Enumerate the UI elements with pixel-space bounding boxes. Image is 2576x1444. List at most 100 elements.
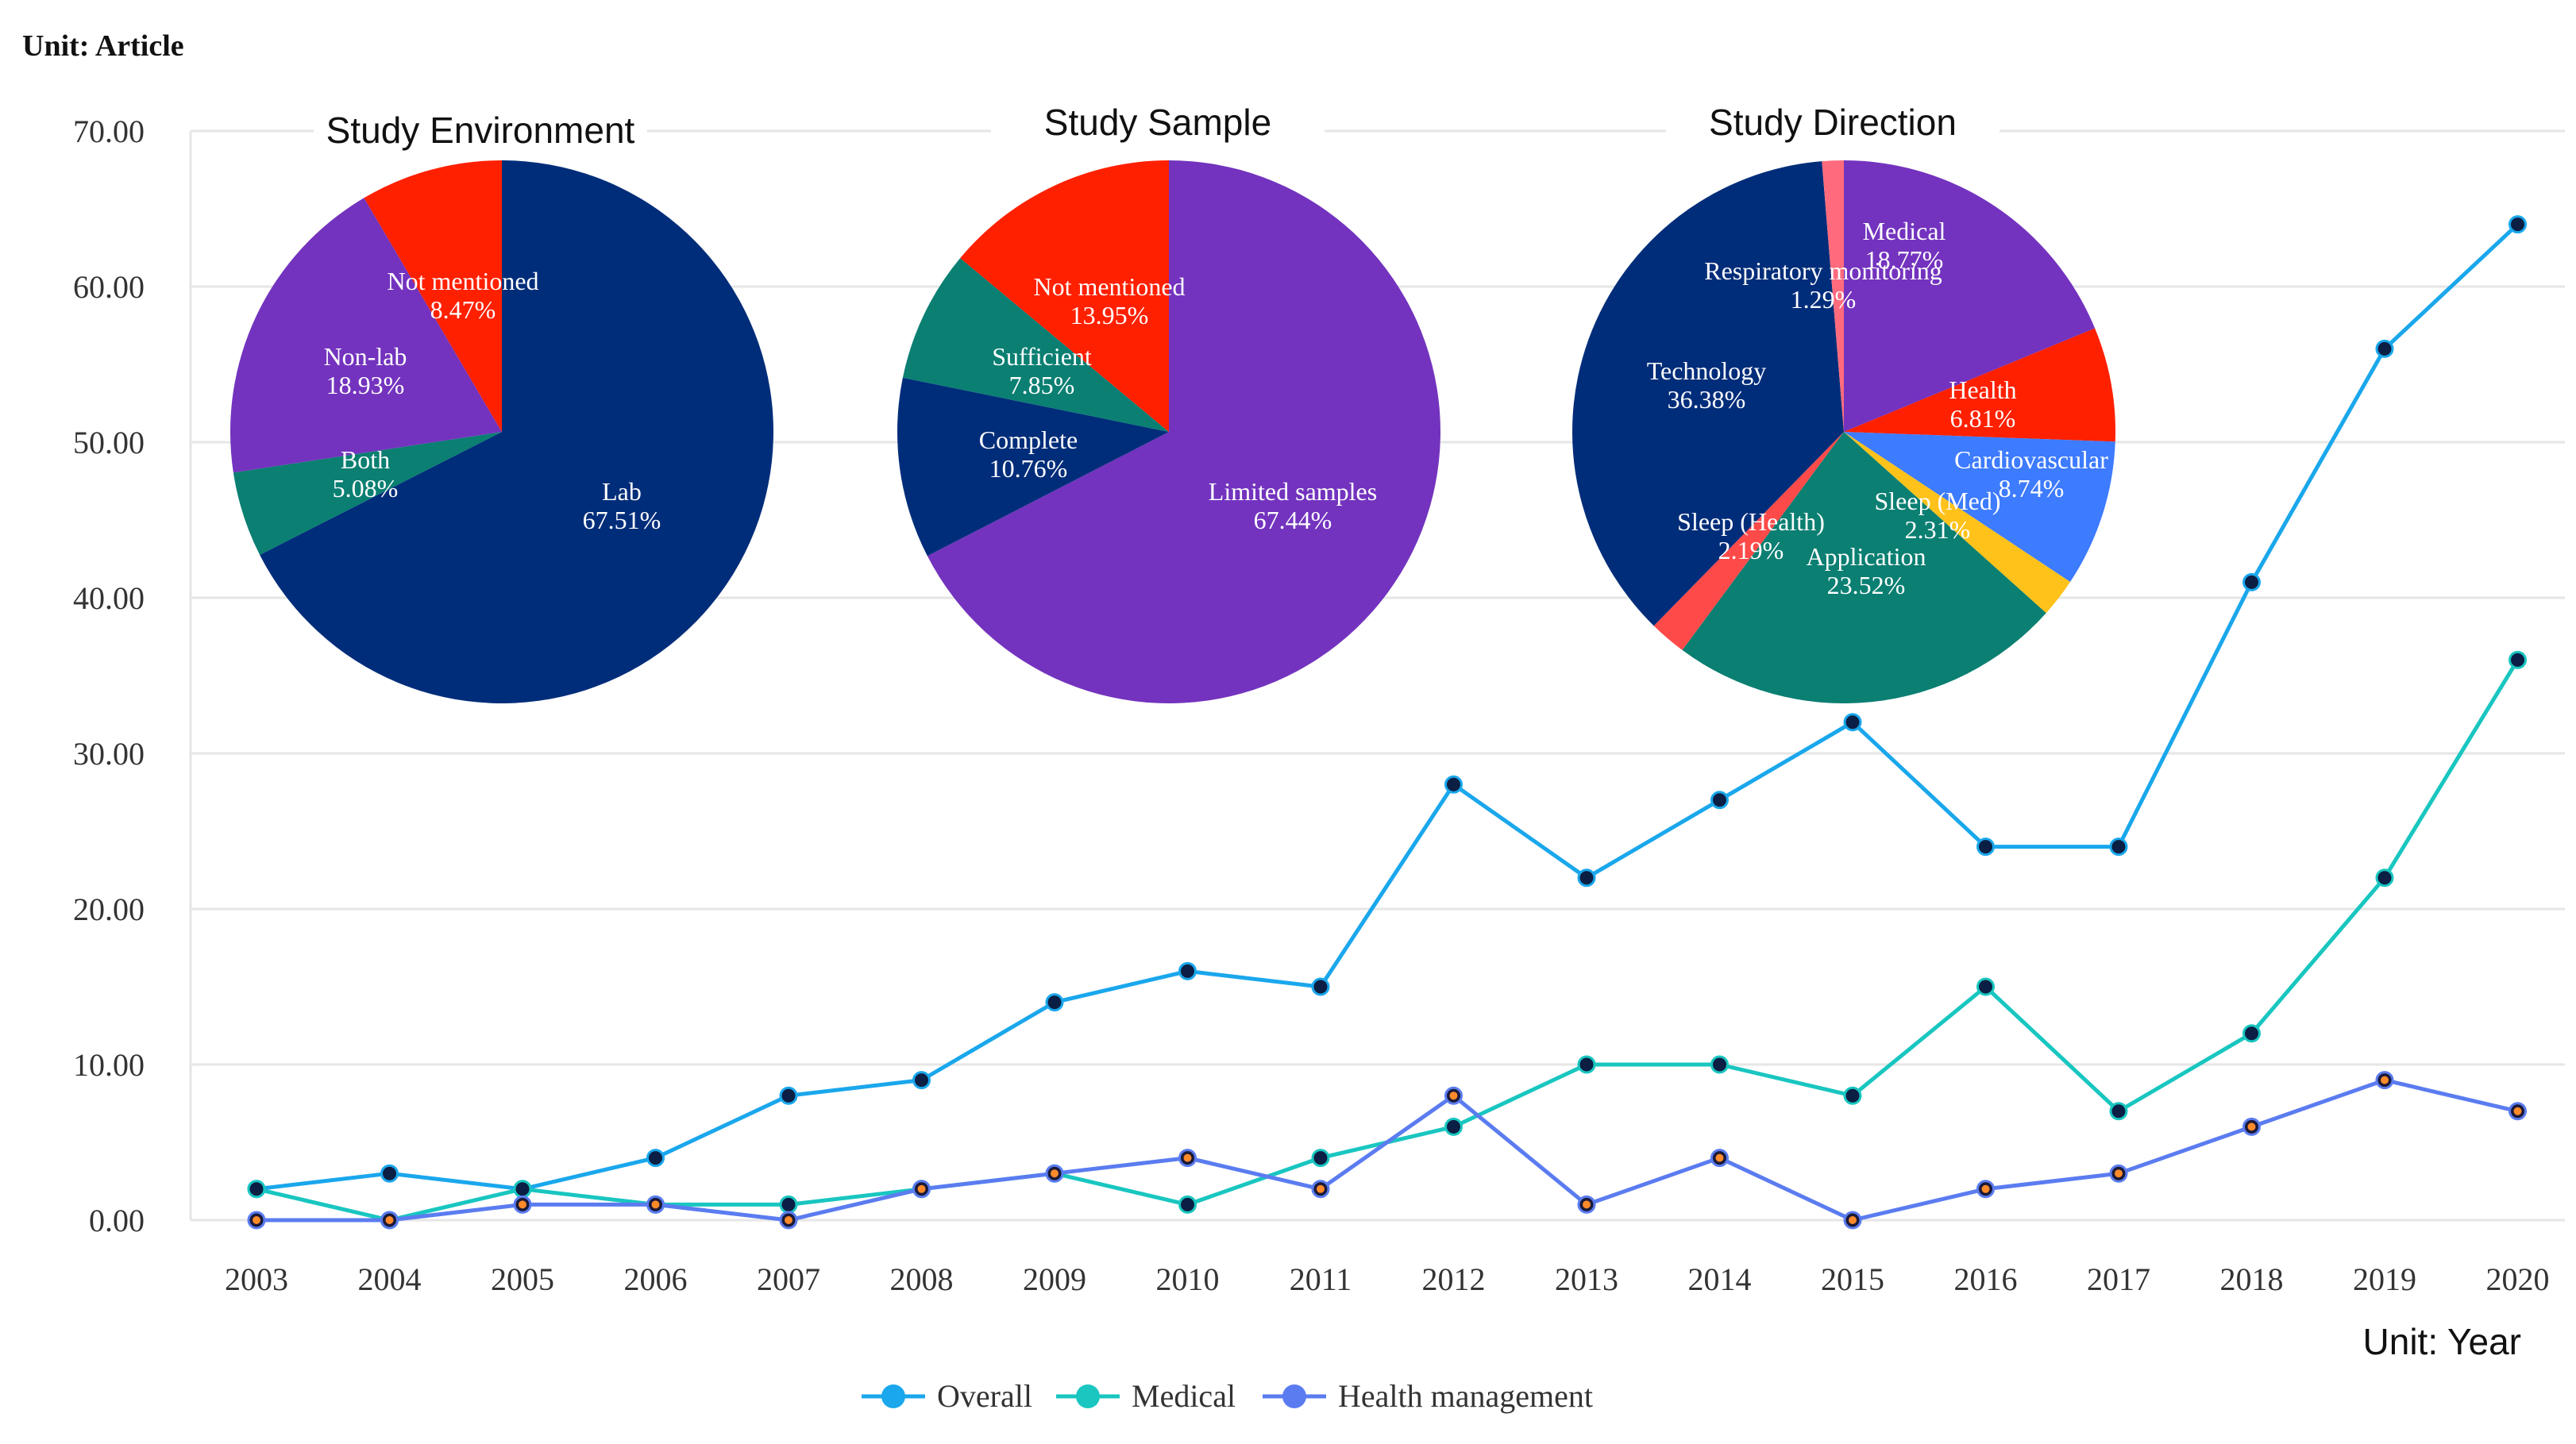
pie-slice-percent: 67.44% [1254,506,1332,534]
x-tick-label: 2015 [1821,1261,1884,1297]
pie-slice-label: Sleep (Med) [1874,487,2000,515]
pie-slice-label: Respiratory monitoring [1704,256,1942,285]
pie-slice-percent: 18.93% [326,371,405,399]
y-tick-label: 60.00 [73,269,145,305]
data-point-center [1449,1092,1458,1100]
pie-slice [260,160,773,703]
data-point-center [1715,1153,1724,1162]
data-point [1976,838,1995,857]
x-tick-label: 2011 [1290,1261,1352,1297]
x-tick-label: 2003 [225,1261,288,1297]
pie-slice [233,432,502,555]
legend: Overall Medical Health management [862,1378,1593,1414]
pie-slice-percent: 5.08% [333,474,399,503]
x-tick-label: 2006 [624,1261,688,1297]
data-point [2109,838,2128,857]
data-point-center [1981,1184,1990,1193]
pie-slice-percent: 67.51% [583,506,661,534]
pie-slice [927,160,1441,703]
data-point [1311,1149,1330,1168]
data-point [1045,993,1064,1012]
pie-slice [1653,432,1844,650]
data-point-center [1051,1169,1059,1178]
pie-slice [364,160,502,432]
pie-slice [1844,432,2115,582]
data-point [646,1149,665,1168]
pie-slice-label: Lab [602,477,642,506]
y-axis-ticks: 0.00 10.00 20.00 30.00 40.00 50.00 60.00 70.00 [73,114,145,1238]
pie-slice-label: Non-lab [324,342,407,371]
pie-slice [1572,161,1844,626]
pie-slice-percent: 7.85% [1009,371,1075,399]
data-point-center [1849,1216,1857,1224]
pie-slice-label: Limited samples [1209,477,1377,506]
pie-slice-label: Not mentioned [387,267,538,295]
y-tick-label: 0.00 [89,1203,145,1238]
data-point [912,1071,931,1090]
data-point [779,1086,798,1105]
pie-slice [1844,432,2071,614]
pie-slice-label: Both [341,445,390,474]
series-line-health-management [256,1078,2519,1223]
data-point [1710,791,1729,810]
data-point-center [2381,1076,2389,1084]
data-point [513,1180,532,1199]
pie-slice-percent: 2.31% [1905,515,1971,544]
data-point [1178,961,1197,980]
pie-slice-percent: 1.29% [1791,285,1857,314]
x-tick-label: 2008 [890,1261,954,1297]
pie-slice [1844,160,2096,432]
pie-title-backdrop [991,97,1325,146]
data-point-center [651,1200,660,1209]
pie-slice-percent: 36.38% [1668,385,1746,414]
pie-slice-label: Technology [1647,356,1767,385]
pie-slice-label: Health [1949,375,2016,404]
pie-title: Study Sample [1044,102,1271,143]
data-point [1444,775,1463,794]
pie-slice-percent: 18.77% [1865,245,1944,274]
y-tick-label: 40.00 [73,580,145,616]
data-point-center [253,1216,260,1224]
data-point-center [385,1216,394,1224]
pie-slice-percent: 10.76% [989,454,1068,483]
data-point [1178,1195,1197,1214]
x-tick-label: 2016 [1954,1261,2018,1297]
y-tick-label: 30.00 [73,736,145,772]
data-point [1976,977,1995,996]
pie-slice-percent: 6.81% [1950,404,2016,433]
x-tick-label: 2018 [2220,1261,2284,1297]
x-tick-label: 2017 [2087,1261,2150,1297]
data-point-center [1583,1200,1591,1209]
pie-slice-label: Sufficient [992,342,1092,371]
x-tick-label: 2005 [491,1261,554,1297]
data-point [1444,1117,1463,1136]
x-tick-label: 2014 [1688,1261,1752,1297]
pie-slice-label: Sleep (Health) [1677,507,1825,536]
data-point [779,1195,798,1214]
data-point [2509,215,2527,234]
x-axis-ticks: 2003 2004 2005 2006 2007 2008 2009 2010 2011 2012… [225,1261,2550,1297]
pie-slice-label: Cardiovascular [1954,445,2108,474]
y-tick-label: 10.00 [73,1047,145,1083]
data-point-center [2115,1169,2123,1178]
pie-slice [960,160,1169,432]
data-point-center [2513,1107,2522,1115]
pie-title: Study Direction [1709,102,1957,143]
pie-slice [1822,160,1844,432]
x-tick-label: 2013 [1555,1261,1618,1297]
data-point [2509,650,2527,669]
data-point [1577,868,1596,888]
pie-title: Study Environment [326,110,635,151]
pie-slice [1844,328,2115,442]
data-point [1311,977,1330,996]
pie-slice-label: Application [1806,542,1926,571]
data-point [1577,1055,1596,1074]
data-point [1843,1086,1862,1105]
data-point-center [785,1216,792,1224]
series-line-medical [256,659,2520,1223]
pie-slice [902,258,1169,432]
data-point [1843,713,1862,732]
